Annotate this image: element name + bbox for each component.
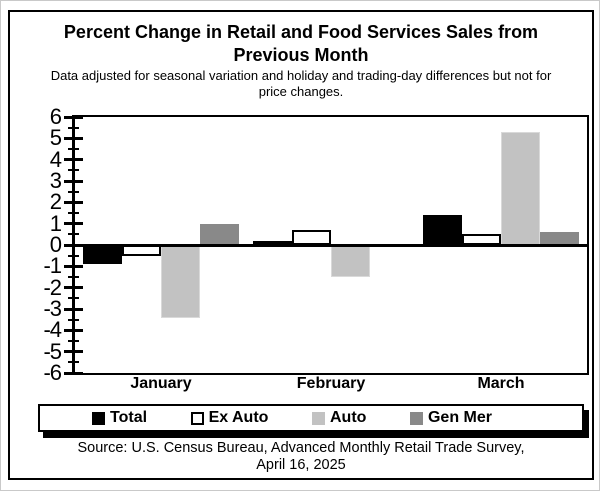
legend-item-auto: Auto: [311, 409, 367, 427]
x-axis-label-february: February: [296, 375, 366, 392]
y-axis-major-tick: [64, 179, 83, 183]
y-axis-major-tick: [64, 115, 83, 119]
legend: Total Ex Auto Auto Gen Mer: [38, 404, 584, 432]
bar-february-auto: [331, 245, 370, 277]
bar-march-auto: [501, 131, 540, 245]
y-axis-tick-label: -6: [43, 360, 62, 385]
y-axis-tick-label: 5: [49, 125, 62, 151]
bar-march-gen-mer: [540, 232, 579, 245]
legend-label: Ex Auto: [208, 409, 269, 426]
legend-item-gen-mer: Gen Mer: [409, 409, 492, 427]
chart-title: Percent Change in Retail and Food Servic…: [10, 21, 592, 67]
bar-january-gen-mer: [200, 223, 239, 245]
source-note: Source: U.S. Census Bureau, Advanced Mon…: [10, 440, 592, 474]
y-axis-tick-label: -3: [43, 296, 62, 321]
chart-subtitle: Data adjusted for seasonal variation and…: [10, 68, 592, 100]
bar-january-total: [83, 245, 122, 265]
chart-subtitle-line1: Data adjusted for seasonal variation and…: [50, 68, 552, 83]
y-axis-tick-label: -1: [43, 253, 62, 279]
y-axis-major-tick: [64, 264, 83, 268]
zero-baseline: [75, 243, 587, 247]
bar-january-auto: [161, 245, 200, 318]
y-axis-tick-label: -4: [43, 317, 62, 343]
y-axis-major-tick: [64, 307, 83, 311]
y-axis-tick-label: 0: [49, 232, 62, 257]
legend-label: Auto: [329, 409, 367, 426]
y-axis-minor-tick: [68, 318, 79, 321]
legend-item-total: Total: [92, 409, 147, 427]
legend-label: Gen Mer: [427, 409, 492, 426]
y-axis-minor-tick: [68, 148, 79, 150]
y-axis-major-tick: [64, 222, 83, 226]
y-axis-major-tick: [64, 243, 83, 247]
bar-march-total: [423, 215, 462, 245]
source-line2: April 16, 2025: [256, 457, 346, 473]
chart-subtitle-line2: price changes.: [258, 84, 344, 99]
legend-label: Total: [110, 409, 148, 426]
bar-january-ex-auto: [122, 245, 161, 256]
y-axis-minor-tick: [68, 297, 79, 300]
y-axis-tick-label: -2: [43, 274, 62, 300]
legend-swatch-gen-mer-icon: [409, 411, 423, 425]
source-line1: Source: U.S. Census Bureau, Advanced Mon…: [77, 440, 525, 456]
y-axis-major-tick: [64, 136, 83, 140]
y-axis-tick-label: 3: [49, 168, 62, 193]
chart-title-line1: Percent Change in Retail and Food Servic…: [63, 22, 539, 42]
legend-swatch-total-icon: [92, 411, 105, 425]
y-axis-minor-tick: [68, 169, 79, 172]
y-axis-major-tick: [64, 328, 83, 332]
y-axis-minor-tick: [68, 190, 79, 193]
legend-swatch-auto-icon: [311, 411, 325, 425]
y-axis-major-tick: [64, 158, 83, 162]
y-axis-tick-label: -5: [43, 338, 62, 364]
y-axis-tick-label: 2: [49, 189, 62, 215]
legend-item-ex-auto: Ex Auto: [190, 409, 269, 427]
x-axis-label-january: January: [130, 375, 192, 392]
y-axis-minor-tick: [68, 233, 79, 236]
y-axis-minor-tick: [68, 254, 79, 257]
y-axis-major-tick: [64, 200, 83, 204]
x-axis-labels: January February March: [10, 375, 592, 395]
y-axis-major-tick: [64, 286, 83, 290]
bar-february-total: [253, 240, 292, 245]
y-axis-tick-label: 6: [49, 104, 62, 129]
y-axis-minor-tick: [68, 276, 79, 278]
chart-frame: Percent Change in Retail and Food Servic…: [8, 10, 594, 480]
y-axis-tick-label: 1: [49, 210, 62, 236]
y-axis-tick-label: 4: [49, 146, 62, 172]
y-axis-minor-tick: [68, 212, 79, 214]
y-axis-minor-tick: [68, 361, 79, 364]
chart-title-line2: Previous Month: [233, 45, 369, 65]
x-axis-label-march: March: [477, 375, 525, 392]
y-axis-minor-tick: [68, 126, 79, 129]
plot-area: 6 5 4 3 2 1 0 -1 -2 -3 -4 -5 -6: [43, 104, 589, 385]
legend-swatch-ex-auto-icon: [190, 411, 204, 425]
y-axis-major-tick: [64, 371, 83, 375]
y-axis-major-tick: [64, 350, 83, 354]
y-axis-minor-tick: [68, 340, 79, 342]
